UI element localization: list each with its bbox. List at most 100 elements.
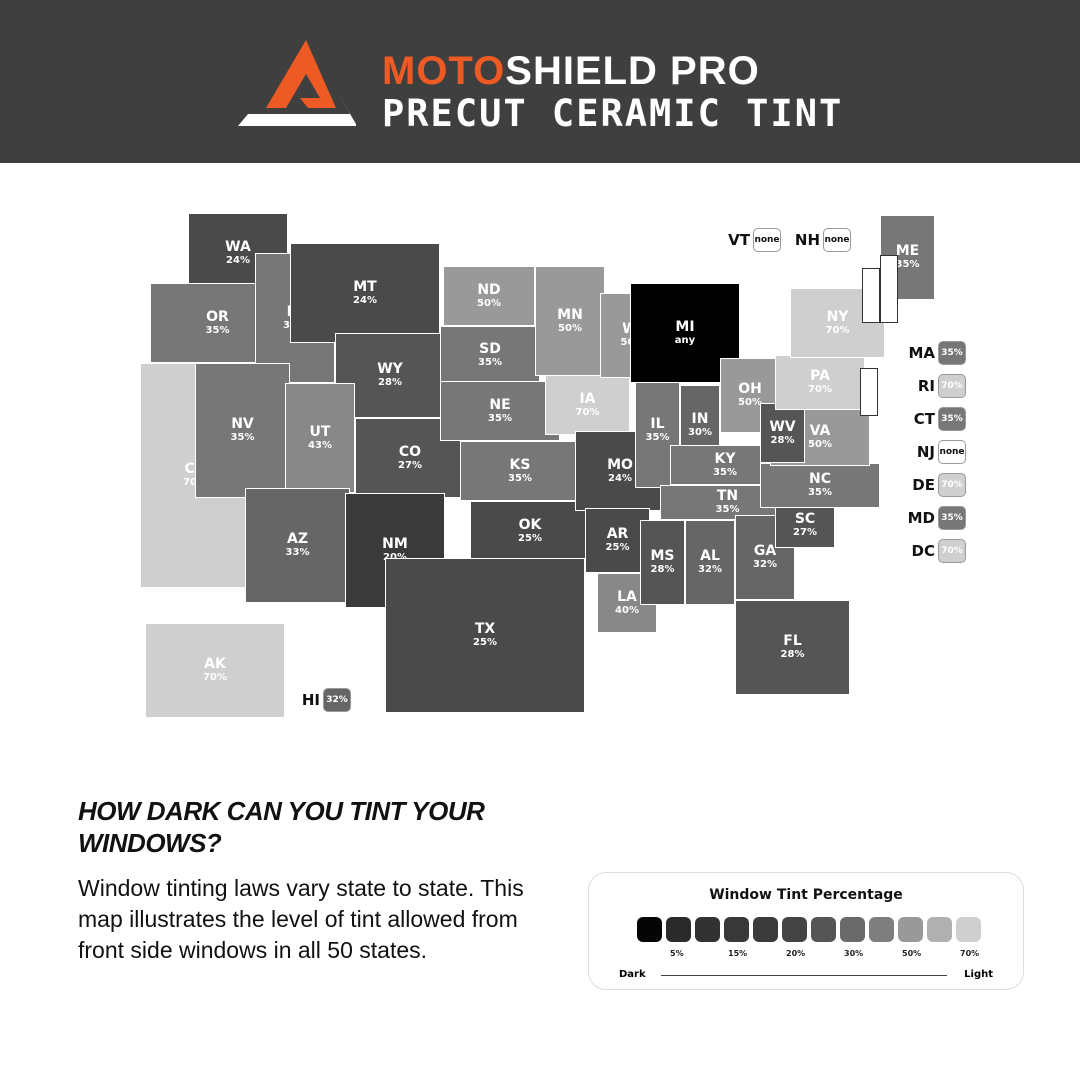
callout-tint: none [938,440,966,464]
legend-dark-label: Dark [619,969,646,980]
state-abbr: NV [231,416,254,432]
state-tint: 35% [715,504,740,515]
state-abbr: MN [557,306,583,323]
state-wv: WV 28% [760,403,805,463]
state-ne: NE 35% [440,381,560,441]
state-tint: 35% [645,432,670,443]
state-tint: 50% [738,397,762,408]
state-nd: ND 50% [443,266,535,326]
state-mt: MT 24% [290,243,440,343]
legend-light-label: Light [964,969,993,980]
state-abbr: VA [809,422,831,439]
state-sd: SD 35% [440,326,540,384]
callout-nh: NH none [790,228,851,252]
legend-swatch [782,917,807,942]
state-abbr: WV [769,418,796,435]
state-tint: 35% [508,472,532,484]
callout-nj: NJ none [905,440,966,464]
state-sc: SC 27% [775,503,835,548]
state-abbr: LA [617,588,637,605]
state-nc: NC 35% [760,463,880,508]
state-tint: 28% [780,649,805,660]
state-tint: 35% [488,412,512,424]
tint-legend: Window Tint Percentage 5% 15% 20% 30% 50% 70%… [588,872,1024,990]
legend-swatch [666,917,691,942]
state-abbr: ND [477,281,501,298]
state-abbr: NC [809,471,831,487]
callout-tint: 35% [938,506,966,530]
state-abbr: IL [650,416,665,432]
state-tint: 35% [895,259,920,270]
callout-ma: MA 35% [905,341,966,365]
state-tint: 35% [205,324,230,336]
legend-swatch [956,917,981,942]
legend-arrow [661,975,947,976]
state-abbr: NY [826,308,849,325]
callout-abbr: CT [913,410,935,428]
legend-tick-label: 15% [728,949,748,958]
callout-tint: none [753,228,781,252]
state-tint: 32% [698,564,722,575]
callout-tint: 70% [938,374,966,398]
legend-swatch [724,917,749,942]
state-abbr: WY [377,361,403,377]
state-nv: NV 35% [195,363,290,498]
legend-swatch [840,917,865,942]
state-tint: 50% [558,322,582,334]
state-tint: any [674,334,696,346]
state-abbr: MO [607,456,633,473]
state-abbr: AL [700,548,720,564]
state-abbr: NE [489,396,511,413]
state-ak: AK 70% [145,623,285,718]
callout-abbr: DE [912,476,935,494]
state-nh-shape [880,255,898,323]
callout-abbr: VT [728,231,750,249]
state-abbr: OH [738,381,762,397]
legend-tick-label: 30% [844,949,864,958]
state-tint: 40% [615,604,639,616]
state-abbr: WA [225,238,251,255]
state-abbr: MS [650,548,675,564]
state-abbr: IA [579,390,596,407]
state-tint: 35% [478,356,502,368]
legend-tick-label: 70% [960,949,980,958]
state-tint: 28% [650,564,675,575]
legend-tick-label: 5% [670,949,684,958]
state-ms: MS 28% [640,520,685,605]
legend-tick-label: 50% [902,949,922,958]
callout-md: MD 35% [905,506,966,530]
state-tint: 70% [808,384,832,395]
state-ks: KS 35% [460,441,580,501]
legend-swatch [695,917,720,942]
state-tint: 27% [793,527,817,538]
callout-tint: 70% [938,539,966,563]
state-tint: 28% [770,434,795,446]
state-tint: 24% [608,472,632,484]
state-tint: 50% [477,297,501,309]
motoshield-logo-icon [238,40,356,126]
state-tint: 43% [308,439,332,451]
legend-swatch [898,917,923,942]
callout-abbr: NH [794,231,820,249]
state-tint: 25% [605,542,630,553]
legend-swatch [869,917,894,942]
state-tint: 35% [808,487,832,498]
callout-abbr: HI [301,691,320,709]
state-tx: TX 25% [385,558,585,713]
callout-abbr: RI [917,377,935,395]
state-tint: 27% [398,459,422,471]
state-abbr: PA [810,368,830,384]
state-abbr: AR [606,526,629,542]
state-tint: 50% [808,438,832,450]
header-banner: MOTOSHIELD PRO PRECUT CERAMIC TINT [0,0,1080,163]
brand-name: MOTOSHIELD PRO [382,49,760,93]
state-tint: 70% [203,672,227,683]
state-tint: 70% [825,324,850,336]
state-mn: MN 50% [535,266,605,376]
legend-title: Window Tint Percentage [709,887,903,903]
callout-tint: 35% [938,407,966,431]
state-abbr: AZ [287,531,308,547]
state-abbr: MI [675,318,695,335]
state-ut: UT 43% [285,383,355,493]
state-tint: 25% [473,637,497,648]
